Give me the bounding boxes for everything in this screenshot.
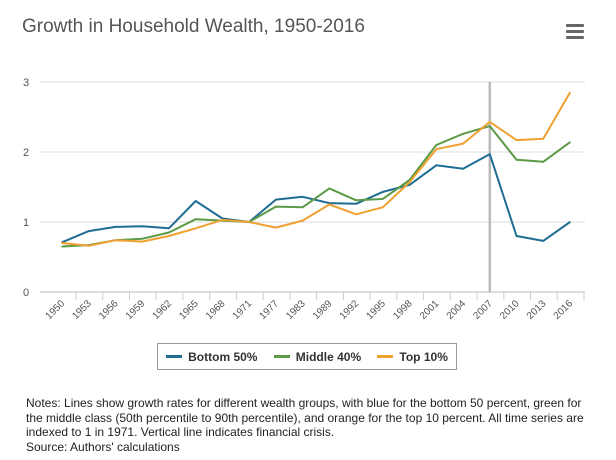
x-tick-label: 1992 <box>338 298 362 322</box>
data-point <box>435 144 438 146</box>
legend: Bottom 50% Middle 40% Top 10% <box>157 343 457 370</box>
data-point <box>355 203 357 205</box>
x-tick-label: 1959 <box>124 298 148 322</box>
chart-title: Growth in Household Wealth, 1950-2016 <box>22 16 365 37</box>
data-point <box>194 227 197 230</box>
data-point <box>87 245 90 247</box>
x-tick-label: 2004 <box>445 298 469 322</box>
plot-area: 0 1 2 3 1950 1953 1956 1959 1962 1965 1968 1971 1977… <box>23 77 585 322</box>
data-point <box>168 227 170 230</box>
legend-item[interactable]: Top 10% <box>377 349 448 364</box>
data-point <box>61 245 63 248</box>
x-tick-label: 2007 <box>471 298 495 322</box>
x-tick-label: 1998 <box>391 298 415 322</box>
data-point <box>141 225 144 227</box>
series-line-middle-40- <box>61 125 571 248</box>
data-point <box>462 142 464 145</box>
data-point <box>194 218 197 220</box>
data-point <box>382 206 384 209</box>
data-point <box>382 191 384 193</box>
data-point <box>515 158 518 161</box>
data-point <box>275 198 277 201</box>
notes: Notes: Lines show growth rates for diffe… <box>26 396 596 454</box>
legend-item[interactable]: Middle 40% <box>273 349 362 364</box>
series-line-bottom-50- <box>61 153 571 244</box>
data-point <box>462 133 464 135</box>
data-point <box>61 242 63 244</box>
data-point <box>462 168 464 170</box>
data-point <box>194 200 197 202</box>
data-point <box>515 139 518 141</box>
x-tick-label: 1983 <box>284 298 308 322</box>
legend-label: Middle 40% <box>295 349 362 364</box>
data-point <box>435 164 438 167</box>
data-point <box>275 226 277 229</box>
data-point <box>301 206 304 209</box>
x-tick-label: 1968 <box>204 298 228 322</box>
data-point <box>248 221 250 223</box>
y-tick-label: 1 <box>23 217 29 229</box>
x-tick-label: 1962 <box>151 298 175 322</box>
data-point <box>301 219 304 222</box>
data-point <box>275 205 277 208</box>
data-point <box>221 219 224 221</box>
x-tick-label: 2001 <box>418 298 442 322</box>
data-point <box>488 121 491 123</box>
legend-item[interactable]: Bottom 50% <box>166 350 257 364</box>
data-point <box>221 217 224 220</box>
data-point <box>355 213 357 216</box>
data-point <box>328 202 331 204</box>
data-point <box>382 198 384 200</box>
x-tick-label: 1953 <box>70 298 94 322</box>
data-point <box>168 231 170 234</box>
data-point <box>168 235 170 237</box>
x-tick-label: 2013 <box>525 298 549 322</box>
data-point <box>435 148 438 150</box>
x-tick-label: 1971 <box>231 298 255 322</box>
data-point <box>569 91 571 94</box>
notes-text: Notes: Lines show growth rates for diffe… <box>26 396 584 439</box>
data-point <box>569 221 571 223</box>
data-point <box>301 196 304 198</box>
legend-swatch <box>377 355 394 358</box>
data-point <box>542 161 545 163</box>
x-tick-label: 1989 <box>311 298 335 322</box>
data-point <box>488 153 491 155</box>
x-tick-label: 1995 <box>364 298 388 322</box>
data-point <box>542 240 545 242</box>
legend-label: Top 10% <box>399 349 448 364</box>
data-point <box>515 235 518 237</box>
data-point <box>114 226 117 228</box>
data-point <box>488 125 491 127</box>
x-tick-label: 2016 <box>552 298 576 322</box>
x-tick-label: 1950 <box>44 298 68 322</box>
data-point <box>328 203 331 206</box>
source-text: Source: Authors' calculations <box>26 439 180 454</box>
legend-swatch <box>166 355 183 358</box>
y-tick-label: 3 <box>23 77 29 89</box>
y-tick-label: 2 <box>23 147 29 159</box>
x-tick-label: 1956 <box>97 298 121 322</box>
data-point <box>328 187 331 190</box>
data-point <box>569 141 571 143</box>
data-point <box>114 239 117 241</box>
data-point <box>141 240 144 243</box>
x-tick-label: 1965 <box>177 298 201 322</box>
hamburger-menu-icon[interactable] <box>566 24 584 40</box>
x-tick-label: 1977 <box>258 298 282 322</box>
x-tick-label: 2010 <box>498 298 522 322</box>
legend-label: Bottom 50% <box>188 349 258 364</box>
series-line-top-10- <box>61 91 571 247</box>
data-point <box>141 238 144 240</box>
data-point <box>87 230 90 232</box>
data-point <box>408 181 411 183</box>
y-tick-label: 0 <box>23 287 29 299</box>
data-point <box>355 199 357 202</box>
data-point <box>408 184 411 186</box>
data-point <box>542 137 545 140</box>
legend-swatch <box>273 355 290 358</box>
